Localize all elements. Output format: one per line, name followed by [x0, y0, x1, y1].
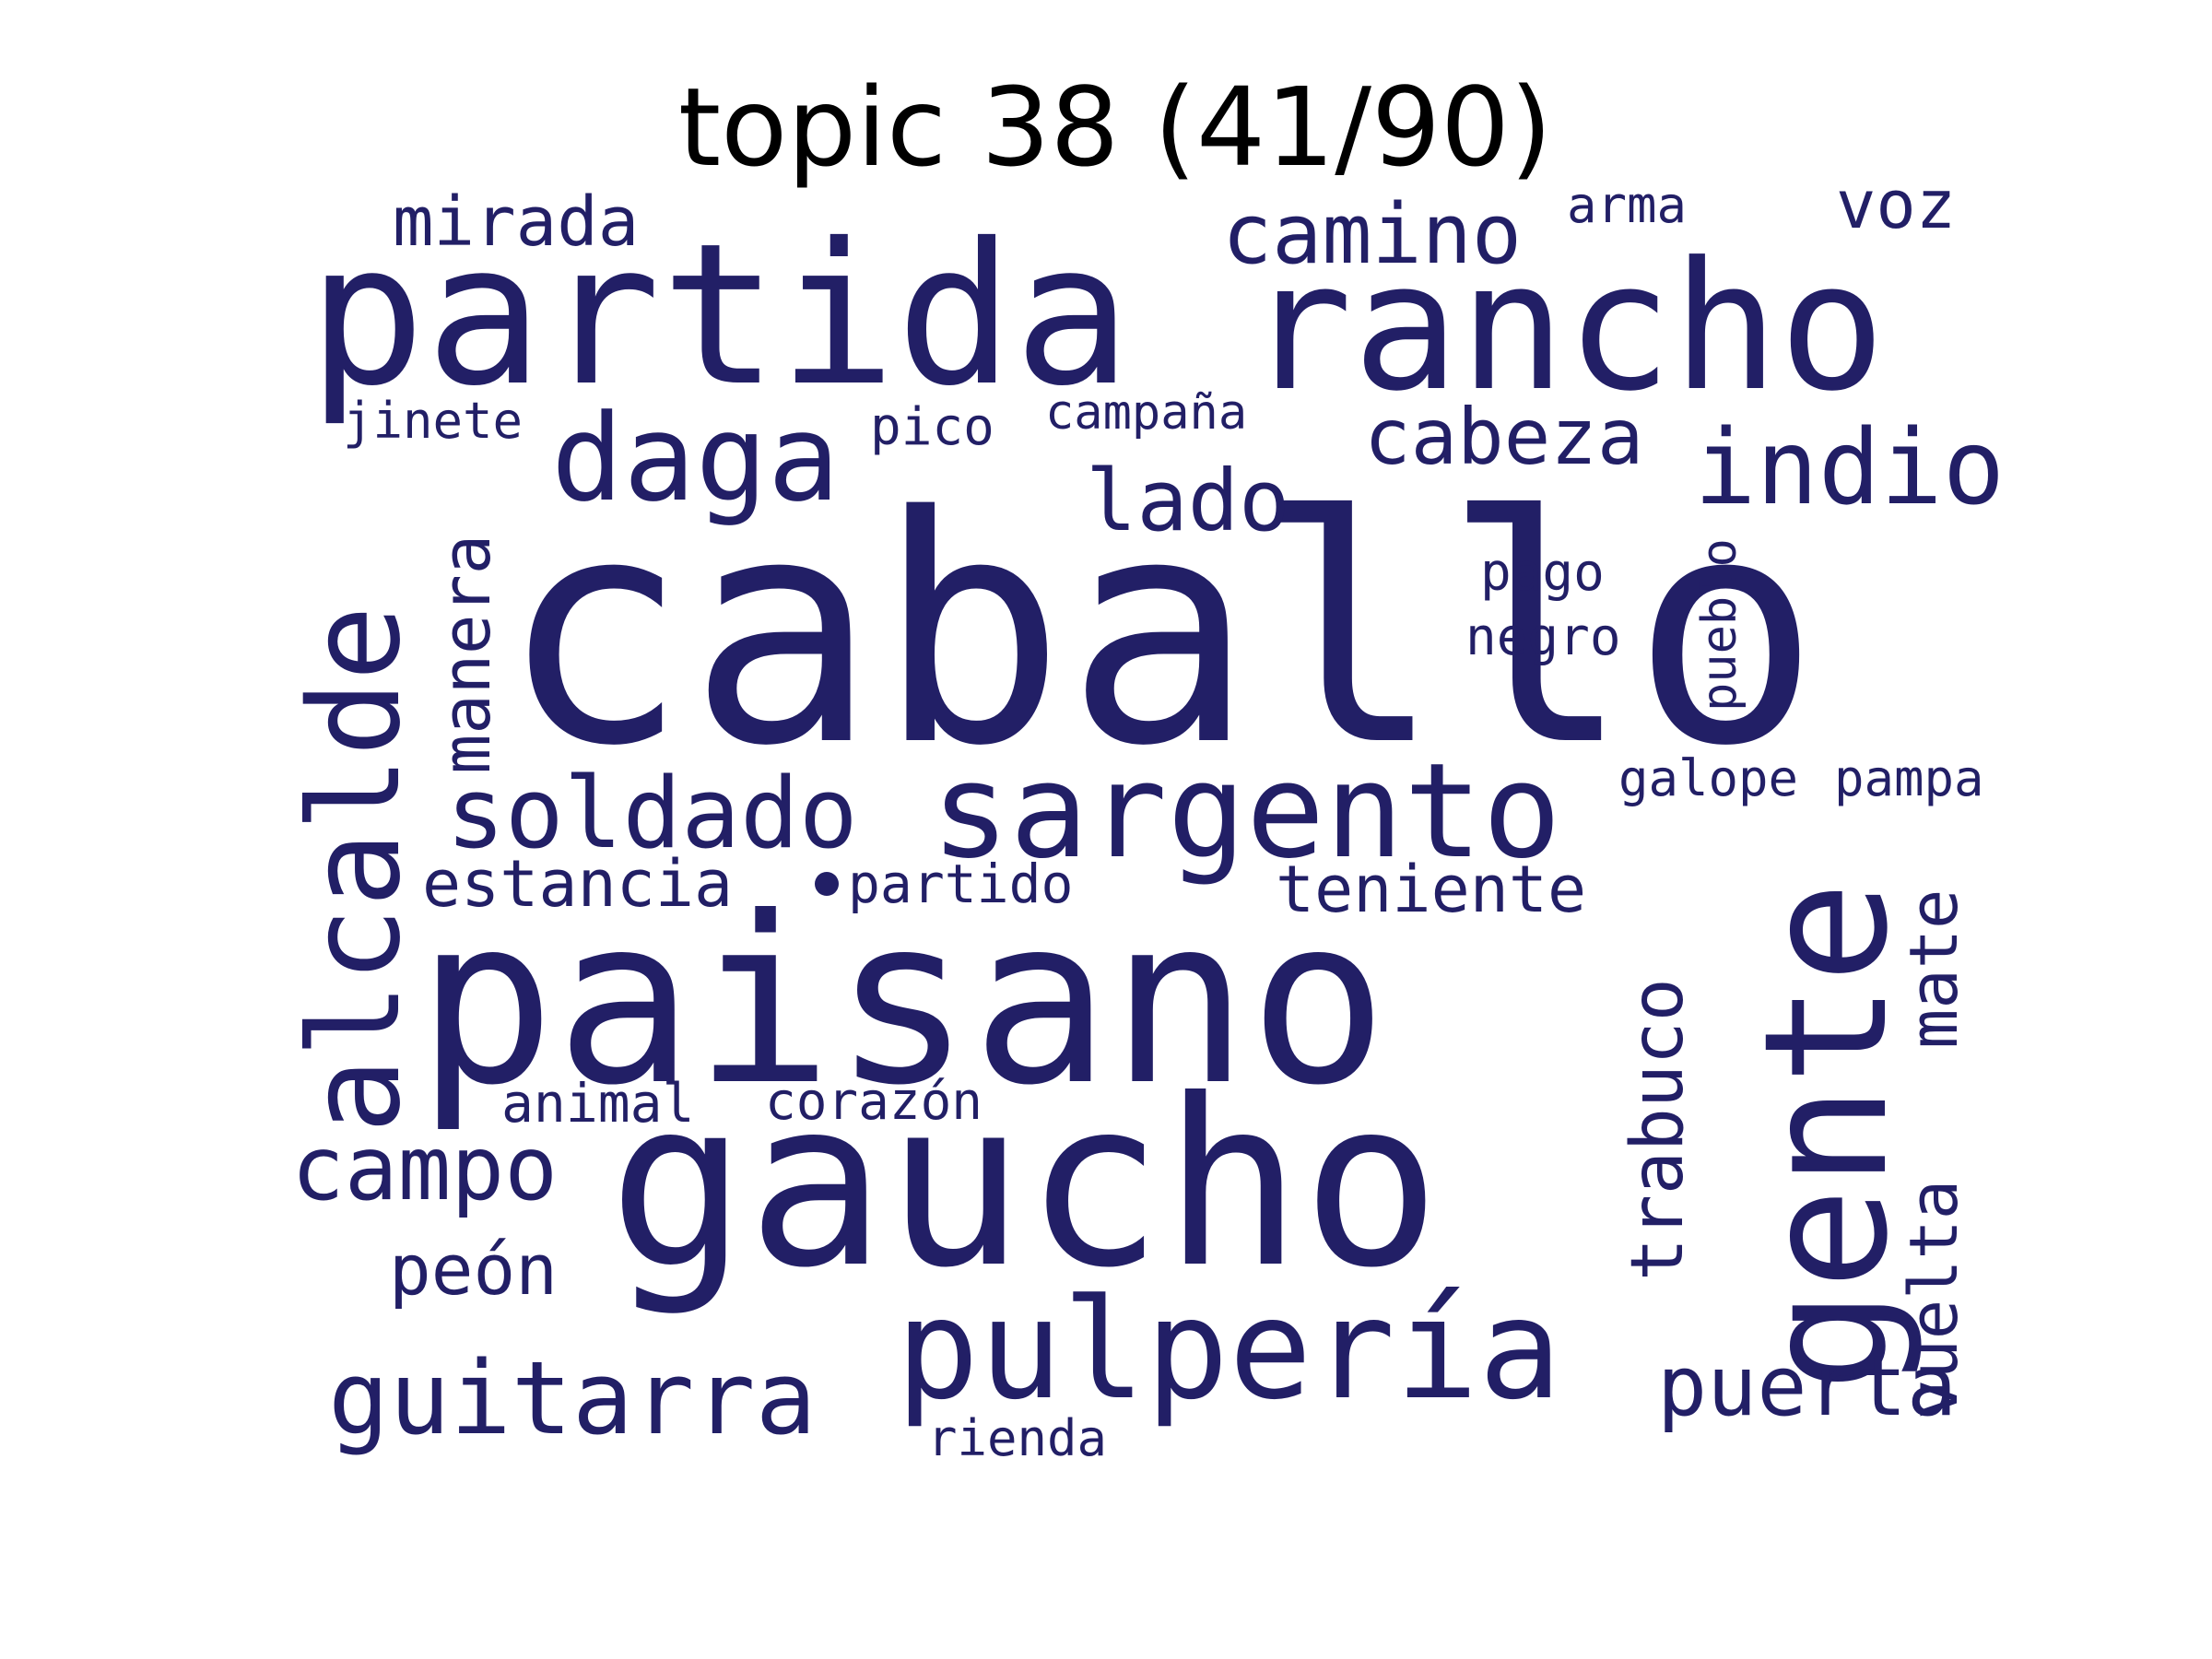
word-mirada: mirada: [393, 182, 640, 262]
chart-title: topic 38 (41/90): [677, 64, 1553, 191]
word-rienda: rienda: [927, 1409, 1108, 1467]
word-peon: peón: [389, 1229, 559, 1311]
word-teniente: teniente: [1276, 852, 1587, 927]
word-sargento: sargento: [931, 735, 1561, 888]
word-guitarra: guitarra: [328, 1339, 817, 1457]
word-cabeza: cabeza: [1364, 392, 1644, 482]
word-arma: arma: [1567, 176, 1688, 234]
word-gente: gente: [1728, 881, 1925, 1392]
word-caballo: caballo: [500, 450, 1820, 815]
dot-mark: [815, 872, 839, 896]
word-soldado: soldado: [446, 757, 858, 870]
word-campo: campo: [291, 1117, 558, 1220]
word-lado: lado: [1086, 452, 1290, 550]
word-paisano: paisano: [417, 867, 1388, 1135]
word-mate: mate: [1895, 888, 1972, 1049]
word-voz: voz: [1836, 166, 1957, 243]
word-negro: negro: [1465, 607, 1621, 667]
word-pampa: pampa: [1834, 749, 1984, 807]
word-puerta: puerta: [1657, 1338, 1958, 1435]
word-corazon: corazón: [765, 1072, 983, 1132]
word-manera: manera: [428, 534, 505, 774]
word-pago: pago: [1480, 543, 1605, 603]
word-pulperia: pulpería: [896, 1270, 1562, 1430]
word-daga: daga: [551, 388, 841, 528]
word-rancho: rancho: [1246, 225, 1886, 430]
word-gaucho: gaucho: [608, 1050, 1441, 1318]
word-indio: indio: [1694, 408, 2006, 528]
word-pueblo: pueblo: [1692, 538, 1747, 712]
word-alcalde: alcalde: [283, 605, 429, 1134]
word-vuelta: vuelta: [1895, 1179, 1972, 1419]
word-jinete: jinete: [343, 392, 524, 450]
word-campana: campaña: [1045, 385, 1248, 441]
word-animal: animal: [501, 1072, 695, 1135]
word-partido: partido: [848, 853, 1074, 915]
word-partida: partida: [308, 201, 1132, 429]
word-pico: pico: [870, 397, 994, 457]
word-galope: galope: [1618, 749, 1799, 807]
word-camino: camino: [1222, 186, 1523, 283]
word-trabuco: trabuco: [1617, 978, 1700, 1281]
word-estancia: estancia: [422, 846, 734, 922]
